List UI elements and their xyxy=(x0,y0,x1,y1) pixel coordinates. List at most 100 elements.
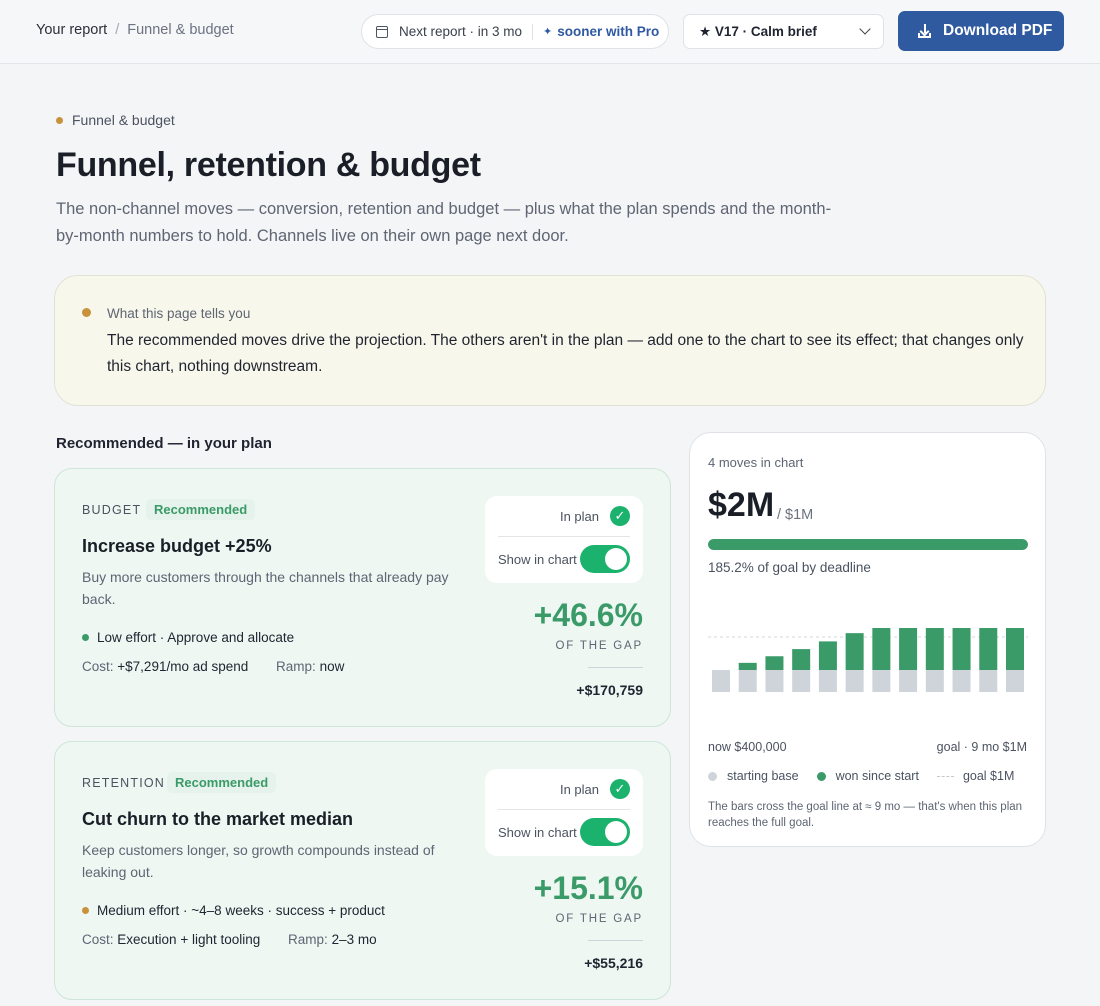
bar-base xyxy=(1006,670,1024,692)
bar-base xyxy=(925,670,944,692)
legend-label-base: starting base xyxy=(727,769,799,783)
bar-won xyxy=(925,628,944,670)
recommended-badge: Recommended xyxy=(146,499,256,520)
show-in-chart-label: Show in chart xyxy=(498,552,577,567)
legend-swatch-base xyxy=(708,771,717,781)
ramp-value: now xyxy=(319,659,345,674)
section-title: Recommended — in your plan xyxy=(56,435,272,452)
gap-amount: +$55,216 xyxy=(584,955,643,971)
check-icon[interactable]: ✓ xyxy=(610,779,630,799)
legend-label-goal: goal $1M xyxy=(962,769,1015,783)
bar-won xyxy=(738,662,757,670)
cost-value: +$7,291/mo ad spend xyxy=(117,659,249,674)
next-report-label: Next report · in 3 mo xyxy=(399,24,523,39)
bar-base xyxy=(712,670,730,692)
effort-text: Low effort · Approve and allocate xyxy=(97,630,295,645)
move-cost: Cost: +$7,291/mo ad spend Ramp: now xyxy=(82,659,344,674)
gap-label: OF THE GAP xyxy=(555,913,643,925)
next-report-pill: Next report · in 3 mo ✦ sooner with Pro xyxy=(361,14,669,49)
chart-note: The bars cross the goal line at ≈ 9 mo —… xyxy=(708,801,1023,829)
goal-value: / $1M xyxy=(777,507,814,523)
gap-amount: +$170,759 xyxy=(576,682,643,698)
move-description: Keep customers longer, so growth compoun… xyxy=(82,842,435,880)
bar-base xyxy=(845,670,864,692)
move-card-budget: BUDGET Recommended Increase budget +25% … xyxy=(54,468,671,727)
page-eyebrow: Funnel & budget xyxy=(56,112,175,128)
in-plan-label: In plan xyxy=(559,782,599,797)
bar-base xyxy=(952,670,971,692)
bar-won xyxy=(899,628,918,670)
bar-won xyxy=(792,649,811,670)
chart-legend: starting base won since start goal $1M xyxy=(708,769,1032,783)
bar-won xyxy=(1006,628,1024,670)
toggle-knob xyxy=(605,821,627,843)
download-pdf-label: Download PDF xyxy=(943,22,1053,39)
gap-label: OF THE GAP xyxy=(555,640,643,652)
bar-won xyxy=(872,628,891,670)
download-icon xyxy=(918,24,931,38)
legend-item-won: won since start xyxy=(816,769,919,783)
bar-won xyxy=(979,628,998,670)
recommended-badge: Recommended xyxy=(167,772,277,793)
pill-divider xyxy=(532,23,534,40)
projection-bar-chart xyxy=(708,628,1028,692)
bar-base xyxy=(818,670,837,692)
info-heading: What this page tells you xyxy=(107,306,251,321)
move-category: RETENTION xyxy=(82,776,166,790)
show-in-chart-toggle[interactable] xyxy=(580,818,630,846)
move-title: Increase budget +25% xyxy=(82,536,272,556)
move-description: Buy more customers through the channels … xyxy=(82,569,449,607)
sooner-with-pro-link[interactable]: sooner with Pro xyxy=(557,24,660,39)
move-cost: Cost: Execution + light tooling Ramp: 2–… xyxy=(82,932,377,947)
cost-value: Execution + light tooling xyxy=(117,932,261,947)
info-dot xyxy=(82,308,91,317)
projected-value: $2M xyxy=(708,486,775,524)
sparkle-icon: ✦ xyxy=(543,26,553,38)
chevron-down-icon xyxy=(859,23,871,35)
breadcrumb-separator: / xyxy=(115,22,120,38)
legend-label-won: won since start xyxy=(835,769,919,783)
bar-base xyxy=(792,670,811,692)
top-bar: Your report / Funnel & budget Next report … xyxy=(0,0,1100,64)
goal-percent-text: 185.2% of goal by deadline xyxy=(708,560,871,575)
effort-text: Medium effort · ~4–8 weeks · success + p… xyxy=(97,903,385,918)
show-in-chart-toggle[interactable] xyxy=(580,545,630,573)
goal-progress-bar xyxy=(708,539,1028,550)
bar-base xyxy=(979,670,998,692)
check-icon[interactable]: ✓ xyxy=(610,506,630,526)
bar-won xyxy=(765,656,784,670)
bar-won xyxy=(845,633,864,670)
divider xyxy=(588,667,643,668)
download-pdf-button[interactable]: Download PDF xyxy=(898,11,1064,51)
moves-in-chart-count: 4 moves in chart xyxy=(708,455,804,470)
ramp-label: Ramp: xyxy=(276,659,316,674)
bar-won xyxy=(818,641,837,670)
move-toggles: In plan ✓ Show in chart xyxy=(485,496,643,583)
move-title: Cut churn to the market median xyxy=(82,809,354,829)
effort-dot xyxy=(82,634,89,641)
cost-label: Cost: xyxy=(82,659,114,674)
info-callout: What this page tells you The recommended… xyxy=(54,275,1046,406)
legend-swatch-goal xyxy=(936,775,954,777)
cost-label: Cost: xyxy=(82,932,114,947)
in-plan-row: In plan ✓ xyxy=(498,496,630,537)
breadcrumb-root[interactable]: Your report xyxy=(36,22,108,38)
in-plan-row: In plan ✓ xyxy=(498,769,630,810)
ramp-value: 2–3 mo xyxy=(331,932,377,947)
toggle-knob xyxy=(605,548,627,570)
move-effort: Low effort · Approve and allocate xyxy=(82,630,294,645)
version-select-value: ★ V17 · Calm brief xyxy=(699,23,817,39)
version-select[interactable]: ★ V17 · Calm brief xyxy=(683,14,884,49)
move-card-retention: RETENTION Recommended Cut churn to the m… xyxy=(54,741,671,1000)
chart-now-label: now $400,000 xyxy=(708,740,787,754)
page-title: Funnel, retention & budget xyxy=(56,146,481,184)
breadcrumb: Your report / Funnel & budget xyxy=(36,22,234,38)
move-toggles: In plan ✓ Show in chart xyxy=(485,769,643,856)
breadcrumb-current: Funnel & budget xyxy=(127,22,234,38)
chart-goal-label: goal · 9 mo $1M xyxy=(936,740,1027,754)
bar-base xyxy=(899,670,918,692)
show-in-chart-label: Show in chart xyxy=(498,825,577,840)
legend-swatch-won xyxy=(816,771,826,781)
gap-percent: +15.1% xyxy=(533,870,643,906)
bar-base xyxy=(765,670,784,692)
